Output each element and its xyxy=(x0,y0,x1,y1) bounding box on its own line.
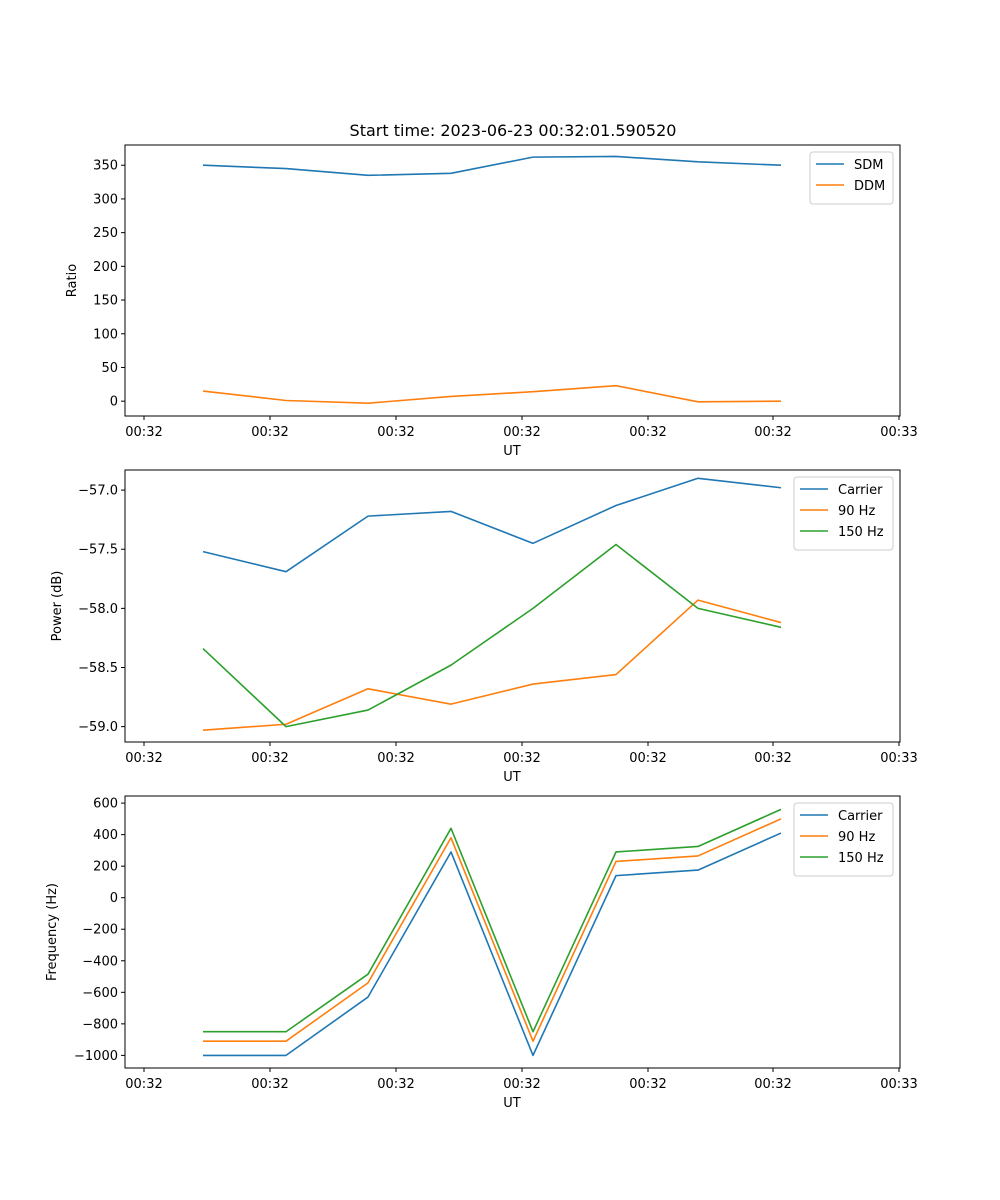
x-axis-label: UT xyxy=(503,1096,521,1111)
x-tick-label: 00:32 xyxy=(754,425,791,440)
x-axis-label: UT xyxy=(503,770,521,785)
y-tick-label: −59.0 xyxy=(78,720,118,735)
legend-label: 90 Hz xyxy=(838,504,875,519)
y-tick-label: −600 xyxy=(82,986,118,1001)
y-tick-label: −800 xyxy=(82,1017,118,1032)
y-tick-label: 200 xyxy=(93,860,118,875)
series-line-90-hz xyxy=(203,818,782,1042)
y-tick-label: −57.5 xyxy=(78,543,118,558)
legend-label: Carrier xyxy=(838,809,883,824)
series-line-150-hz xyxy=(203,808,782,1033)
series-line-carrier xyxy=(203,832,782,1057)
x-tick-label: 00:32 xyxy=(125,425,162,440)
y-tick-label: 0 xyxy=(110,395,118,410)
axes-frame xyxy=(124,795,901,1069)
y-tick-label: −58.5 xyxy=(78,661,118,676)
series-line-150-hz xyxy=(202,543,782,728)
y-tick-label: 350 xyxy=(93,159,118,174)
y-tick-label: 300 xyxy=(93,192,118,207)
chart-panel-1: 00:32 00:32 00:32 00:32 00:32 00:32 00:33 UT 0 50… xyxy=(65,144,918,459)
y-tick-label: 0 xyxy=(110,891,118,906)
legend: Carrier 90 Hz 150 Hz xyxy=(793,476,894,551)
legend-label: DDM xyxy=(854,179,885,194)
x-tick-label: 00:32 xyxy=(377,1077,414,1092)
legend-label: Carrier xyxy=(838,483,883,498)
y-tick-label: 50 xyxy=(101,361,118,376)
y-tick-label: 600 xyxy=(93,797,118,812)
x-tick-label: 00:32 xyxy=(754,751,791,766)
x-axis-label: UT xyxy=(503,444,521,459)
series-line-90-hz xyxy=(202,599,782,731)
x-tick-label: 00:32 xyxy=(251,425,288,440)
y-axis-label: Frequency (Hz) xyxy=(45,883,60,981)
x-tick-label: 00:32 xyxy=(503,751,540,766)
series-line-sdm xyxy=(202,155,782,177)
y-tick-label: 150 xyxy=(93,294,118,309)
x-tick-label: 00:32 xyxy=(503,1077,540,1092)
y-axis-label: Power (dB) xyxy=(50,571,65,642)
y-tick-label: 250 xyxy=(93,226,118,241)
series-line-ddm xyxy=(202,384,782,404)
y-tick-label: −200 xyxy=(82,923,118,938)
y-tick-label: −58.0 xyxy=(78,602,118,617)
x-tick-label: 00:32 xyxy=(629,425,666,440)
x-tick-label: 00:32 xyxy=(503,425,540,440)
y-axis-label: Ratio xyxy=(65,264,80,297)
y-tick-label: −400 xyxy=(82,954,118,969)
x-tick-label: 00:33 xyxy=(880,425,917,440)
y-tick-label: 400 xyxy=(93,828,118,843)
x-tick-label: 00:32 xyxy=(125,1077,162,1092)
y-tick-label: 100 xyxy=(93,327,118,342)
x-tick-label: 00:32 xyxy=(629,1077,666,1092)
legend: SDM DDM xyxy=(809,151,894,205)
x-tick-label: 00:33 xyxy=(880,1077,917,1092)
y-tick-label: −1000 xyxy=(74,1049,118,1064)
x-tick-label: 00:32 xyxy=(377,425,414,440)
legend: Carrier 90 Hz 150 Hz xyxy=(793,802,894,877)
chart-panel-2: 00:32 00:32 00:32 00:32 00:32 00:32 00:33 UT −59… xyxy=(50,469,918,785)
x-tick-label: 00:32 xyxy=(251,1077,288,1092)
x-tick-label: 00:32 xyxy=(629,751,666,766)
panels: 00:32 00:32 00:32 00:32 00:32 00:32 00:33 UT 0 50… xyxy=(45,144,918,1111)
series-line-carrier xyxy=(202,477,782,573)
axes-frame xyxy=(124,469,901,743)
legend-label: 150 Hz xyxy=(838,525,884,540)
legend-label: 90 Hz xyxy=(838,830,875,845)
x-tick-label: 00:32 xyxy=(754,1077,791,1092)
x-tick-label: 00:32 xyxy=(377,751,414,766)
legend-label: SDM xyxy=(854,158,883,173)
chart-panel-3: 00:32 00:32 00:32 00:32 00:32 00:32 00:33 UT −10… xyxy=(45,795,918,1111)
y-tick-label: 200 xyxy=(93,260,118,275)
legend-label: 150 Hz xyxy=(838,851,884,866)
legend-box xyxy=(809,151,894,205)
figure-title: Start time: 2023-06-23 00:32:01.590520 xyxy=(350,121,677,140)
axes-frame xyxy=(124,144,901,417)
x-tick-label: 00:33 xyxy=(880,751,917,766)
x-tick-label: 00:32 xyxy=(251,751,288,766)
x-tick-label: 00:32 xyxy=(125,751,162,766)
y-tick-label: −57.0 xyxy=(78,484,118,499)
